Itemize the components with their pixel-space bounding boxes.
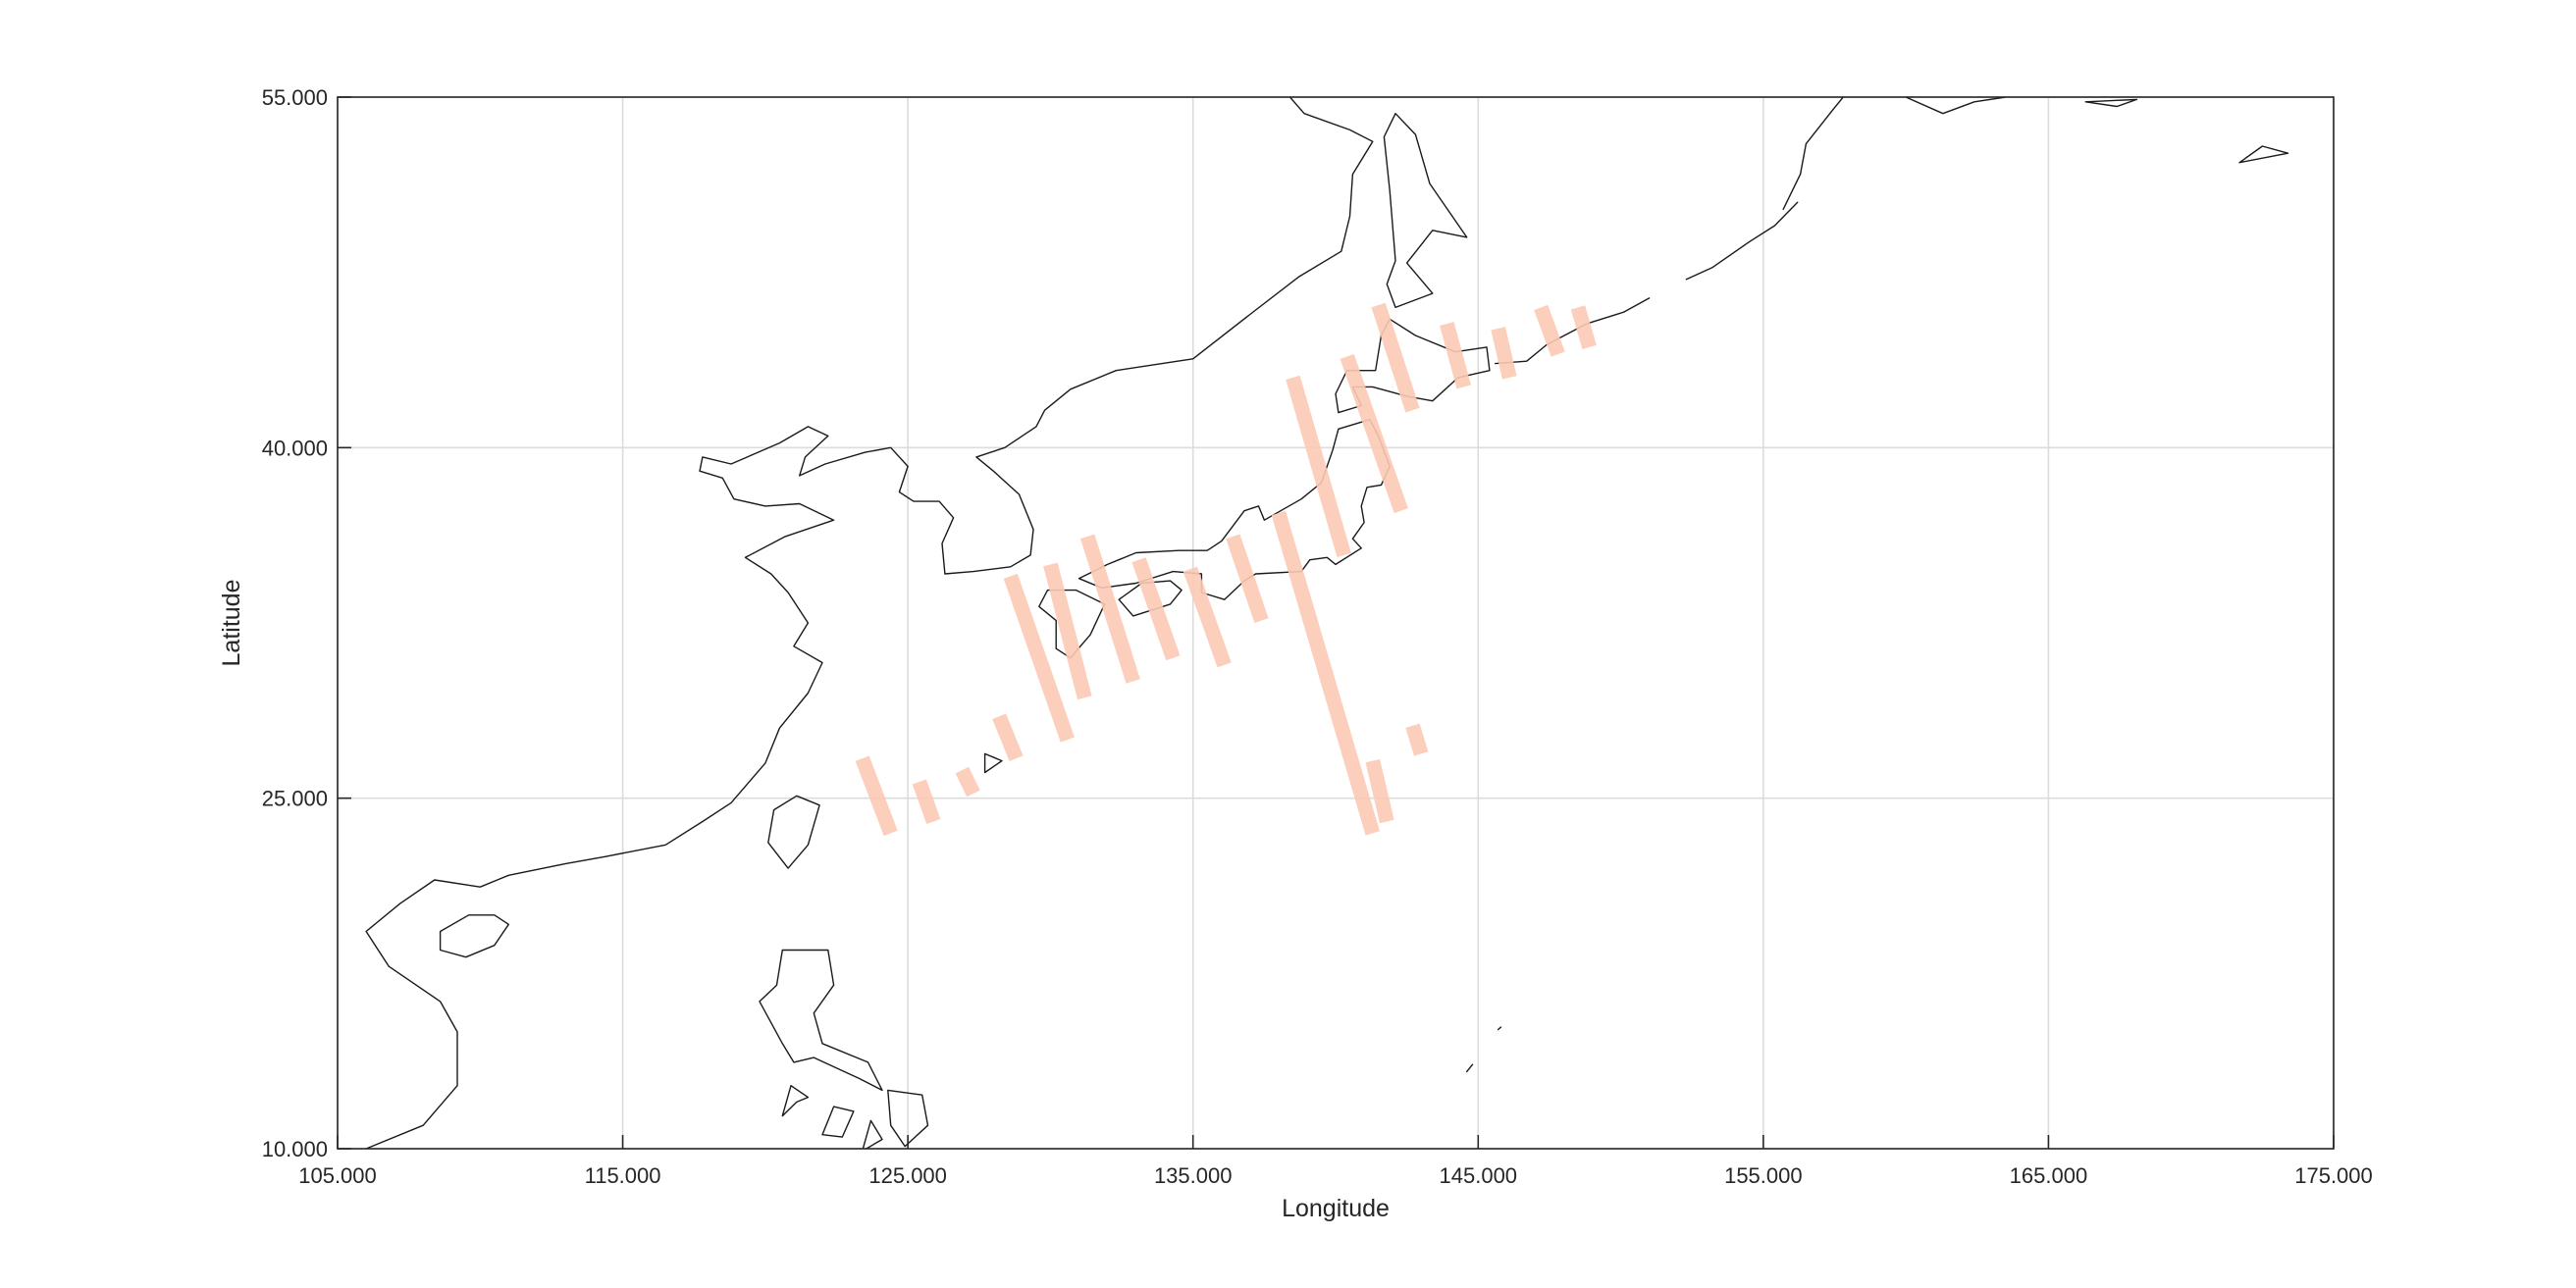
y-tick-label: 55.000 — [262, 85, 328, 110]
coastline — [1038, 589, 1106, 659]
swath-track — [855, 755, 898, 837]
coastline — [759, 949, 883, 1092]
swath-track — [1371, 302, 1420, 413]
x-tick-label: 115.000 — [585, 1163, 661, 1188]
x-axis-title: Longitude — [1282, 1195, 1390, 1222]
coastline — [983, 752, 1003, 774]
swath-track — [1440, 322, 1471, 389]
y-tick-label: 10.000 — [262, 1137, 328, 1161]
swath-track — [1131, 557, 1181, 661]
coastline — [1078, 419, 1391, 600]
coastline — [1782, 97, 1844, 210]
coastline — [821, 1106, 855, 1138]
coastline — [1383, 113, 1468, 309]
x-tick-label: 145.000 — [1440, 1163, 1518, 1188]
swath-track — [912, 779, 941, 825]
coastline — [1497, 1026, 1502, 1031]
coastline — [1335, 318, 1491, 414]
swath-track — [1043, 562, 1092, 700]
swath-track — [1183, 566, 1232, 668]
swath-track — [1405, 723, 1429, 756]
y-tick-label: 25.000 — [262, 787, 328, 811]
axes: 105.000 115.000 125.000 135.000 145.000 155.0… — [262, 85, 2373, 1188]
x-tick-label: 105.000 — [298, 1163, 377, 1188]
coastline — [1905, 97, 2007, 115]
coastline — [767, 795, 820, 869]
coastlines — [365, 97, 2289, 1149]
y-axis-title: Latitude — [218, 580, 245, 667]
plot-area — [365, 97, 2289, 1149]
swath-track — [1570, 305, 1597, 349]
swath-track — [1286, 375, 1351, 557]
coastline — [365, 97, 1374, 1149]
swath-track — [955, 766, 980, 798]
coastline — [1495, 297, 1651, 365]
swath-track — [1534, 304, 1565, 357]
swath-track — [1491, 327, 1517, 380]
swath-track — [1226, 534, 1269, 624]
swath-track — [1080, 534, 1140, 684]
plot-frame — [337, 96, 2335, 1150]
coastline — [1685, 201, 1799, 281]
coastline — [1466, 1063, 1474, 1073]
x-tick-label: 175.000 — [2294, 1163, 2373, 1188]
swath-track — [1340, 353, 1408, 514]
swath-track — [1271, 510, 1380, 836]
coastline — [2238, 145, 2289, 164]
coastline — [781, 1085, 810, 1117]
swath-track — [1003, 573, 1075, 743]
x-tick-label: 125.000 — [868, 1163, 947, 1188]
x-tick-label: 165.000 — [2010, 1163, 2088, 1188]
swath-track — [992, 713, 1024, 761]
swath-tracks — [855, 302, 1597, 837]
y-tick-label: 40.000 — [262, 436, 328, 460]
x-tick-label: 135.000 — [1154, 1163, 1233, 1188]
x-tick-label: 155.000 — [1724, 1163, 1803, 1188]
coastline — [439, 914, 509, 958]
coastline — [862, 1119, 883, 1149]
swath-track — [1365, 758, 1394, 824]
coastline — [2084, 98, 2138, 108]
coastline — [887, 1089, 929, 1148]
